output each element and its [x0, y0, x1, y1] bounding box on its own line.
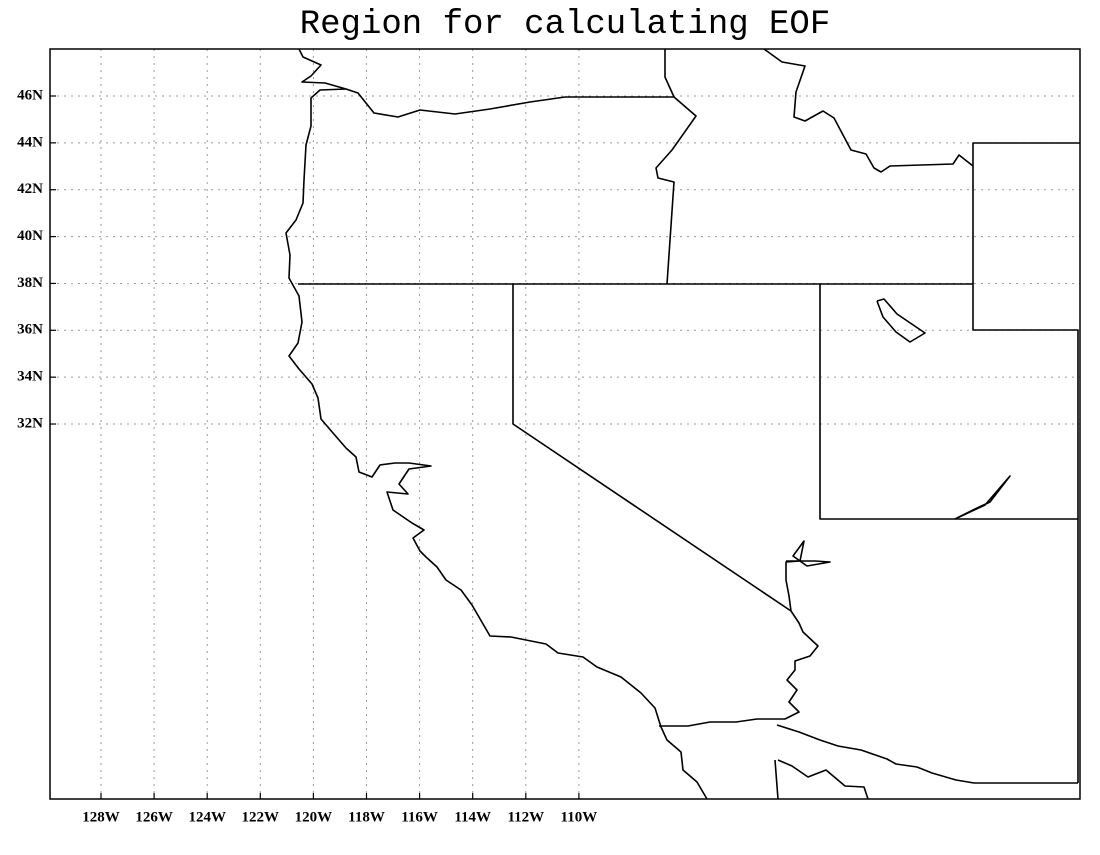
graticule: [50, 49, 1080, 799]
utah-nevada: [819, 284, 1078, 520]
lat-label: 40N: [17, 228, 43, 244]
lake-powell: [954, 475, 1011, 520]
axis-labels: 128W 126W 124W 122W 120W 118W 116W 114W 112W 110W…: [17, 87, 597, 825]
lat-label: 46N: [17, 87, 43, 103]
mexico-border: [659, 540, 831, 727]
lon-label: 112W: [507, 809, 544, 825]
boundaries: [285, 48, 1080, 800]
lat-label: 44N: [17, 134, 43, 150]
lon-label: 118W: [348, 809, 385, 825]
nevada-california: [512, 284, 792, 612]
lon-label: 124W: [188, 809, 226, 825]
lat-label: 42N: [17, 181, 43, 197]
baja-coast: [774, 759, 779, 800]
lon-label: 110W: [561, 809, 598, 825]
idaho-washington: [664, 49, 675, 98]
lon-label: 114W: [454, 809, 491, 825]
lat-label: 34N: [17, 369, 43, 385]
oregon-washington: [345, 88, 697, 285]
lat-label: 32N: [17, 415, 43, 431]
lon-label: 120W: [295, 809, 333, 825]
gulf-coast: [776, 724, 1078, 784]
lat-label: 38N: [17, 275, 43, 291]
lon-label: 116W: [401, 809, 438, 825]
lon-label: 122W: [242, 809, 280, 825]
great-salt-lake: [876, 298, 926, 343]
lon-label: 128W: [82, 809, 120, 825]
sonora-coast: [777, 759, 869, 800]
wyoming-border: [972, 142, 1080, 783]
lat-label: 36N: [17, 322, 43, 338]
west-coast: [285, 48, 708, 800]
idaho-montana: [763, 48, 974, 173]
map-title: Region for calculating EOF: [300, 6, 831, 44]
lon-label: 126W: [135, 809, 173, 825]
